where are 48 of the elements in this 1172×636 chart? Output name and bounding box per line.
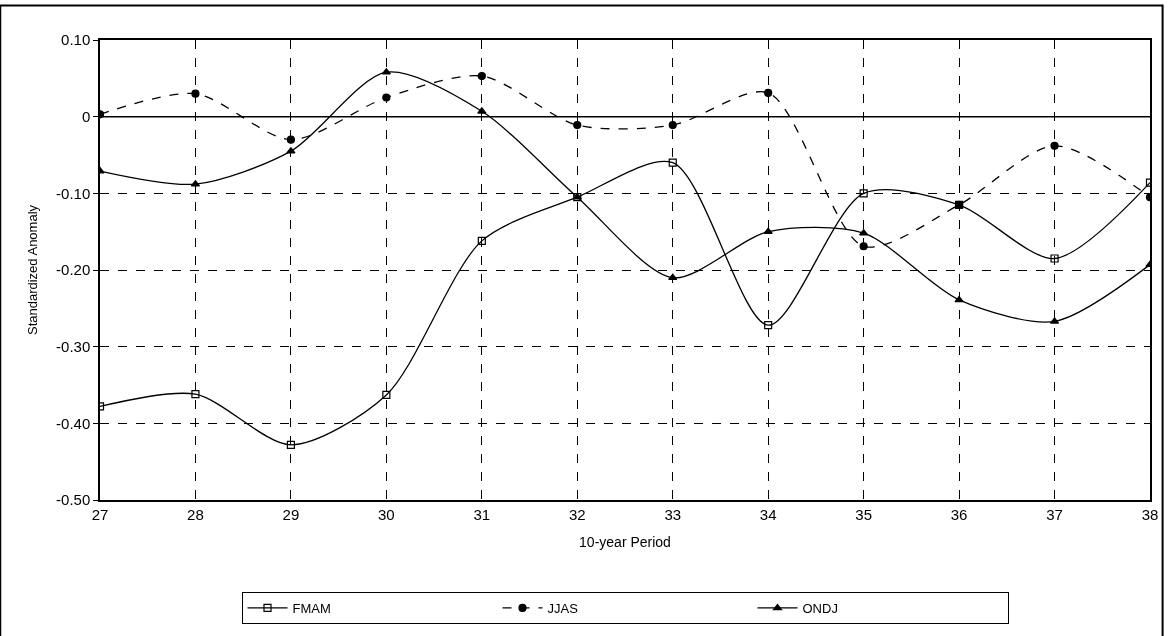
- point: [668, 158, 677, 167]
- x-tick-label: 36: [950, 505, 968, 523]
- point: [191, 390, 200, 399]
- point: [764, 88, 773, 97]
- y-tick-label: -0.30: [56, 337, 91, 355]
- point: [763, 227, 773, 235]
- x-tick-label: 38: [1141, 505, 1159, 523]
- point: [954, 295, 964, 303]
- x-tick-label: 30: [378, 505, 395, 523]
- point: [859, 229, 869, 236]
- y-axis-title: Standardized Anomaly: [25, 204, 41, 336]
- point: [859, 189, 868, 198]
- y-tick-label: -0.10: [56, 184, 91, 202]
- y-tick-label: -0.40: [56, 414, 91, 432]
- x-axis-title: 10-year Period: [579, 533, 671, 550]
- point: [477, 236, 486, 245]
- x-tick-label: 31: [473, 505, 491, 523]
- point: [382, 390, 391, 400]
- point: [668, 121, 677, 130]
- point: [477, 107, 487, 114]
- point: [381, 68, 391, 75]
- point: [764, 321, 773, 330]
- point: [286, 135, 296, 144]
- x-tick-label: 29: [282, 505, 300, 523]
- x-tick-label: 27: [91, 505, 109, 523]
- y-tick-label: -0.20: [56, 261, 91, 279]
- x-tick-label: 35: [855, 505, 872, 523]
- x-tick-label: 32: [568, 505, 586, 523]
- point: [477, 71, 486, 81]
- x-tick-label: 34: [759, 505, 777, 523]
- point: [573, 121, 582, 130]
- point: [859, 242, 868, 251]
- point: [668, 273, 678, 281]
- y-tick-label: 0: [81, 107, 91, 125]
- x-tick-label: 37: [1046, 505, 1063, 523]
- legend-label: JJAS: [547, 601, 579, 617]
- x-tick-label: 28: [187, 505, 204, 523]
- point: [286, 147, 296, 154]
- legend-label: ONDJ: [802, 601, 838, 617]
- point: [191, 89, 200, 98]
- y-tick-label: -0.50: [56, 491, 91, 509]
- point: [1050, 254, 1059, 263]
- point: [286, 440, 296, 449]
- point: [382, 93, 391, 102]
- y-tick-label: 0.10: [61, 31, 91, 49]
- legend-label: FMAM: [292, 601, 331, 617]
- x-tick-label: 33: [664, 505, 682, 523]
- point: [1050, 141, 1059, 150]
